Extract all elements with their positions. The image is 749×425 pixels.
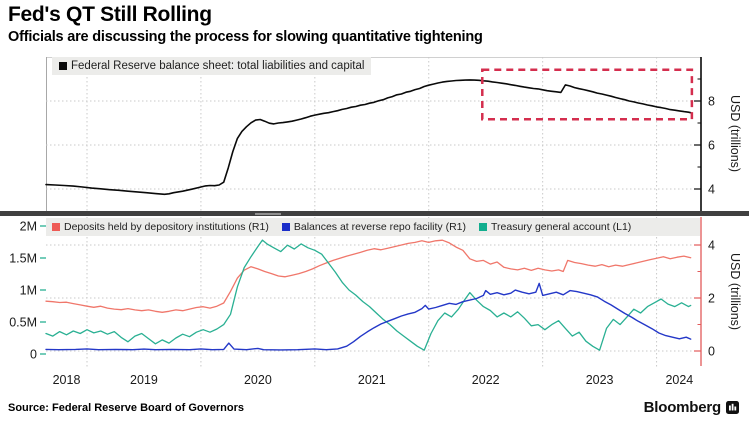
left-axis-tick-label: 0.5M [9,316,37,330]
series-line [45,239,692,351]
bottom-axis-tick-label: 2 [708,292,715,306]
series-line [45,239,692,313]
legend-label: Balances at reverse repo facility (R1) [293,221,467,233]
legend-label: Treasury general account (L1) [491,221,632,233]
panel-divider-grip[interactable] [255,212,281,215]
top-right-axis-title: USD (trillions) [728,95,742,173]
source-note: Source: Federal Reserve Board of Governo… [8,402,244,414]
top-axis-tick-label: 6 [708,139,715,153]
qt-highlight-box [481,68,694,121]
legend-swatch-red [52,223,60,231]
year-label: 2019 [130,373,158,387]
bottom-right-axis-title: USD (trillions) [728,253,742,331]
year-label: 2023 [586,373,614,387]
bottom-legend: Deposits held by depository institutions… [46,218,700,236]
series-line-fed-balance-sheet [45,79,692,196]
legend-item-fed-balance-sheet[interactable]: Federal Reserve balance sheet: total lia… [59,60,364,72]
year-label: 2024 [665,373,693,387]
panel-divider[interactable] [0,211,749,216]
bloomberg-logo: Bloomberg [644,399,739,416]
bloomberg-wordmark: Bloomberg [643,399,722,416]
bottom-axis-tick-label: 0 [708,345,715,359]
legend-item-treasury-account[interactable]: Treasury general account (L1) [479,221,631,233]
legend-label: Deposits held by depository institutions… [64,221,269,233]
bottom-axis-tick-label: 4 [708,239,715,253]
top-axis-tick-label: 8 [708,95,715,109]
bloomberg-terminal-icon [726,401,739,414]
legend-item-deposits[interactable]: Deposits held by depository institutions… [52,221,269,233]
left-axis-tick-label: 2M [20,220,37,234]
page-subtitle: Officials are discussing the process for… [8,29,483,45]
series-line [45,282,692,351]
year-label: 2022 [472,373,500,387]
left-axis-tick-label: 1M [20,284,37,298]
top-legend: Federal Reserve balance sheet: total lia… [52,57,372,75]
legend-swatch-black [59,62,67,70]
legend-label: Federal Reserve balance sheet: total lia… [71,60,365,72]
legend-swatch-teal [479,223,488,231]
legend-swatch-blue [281,223,290,231]
left-axis-tick-label: 1.5M [9,252,37,266]
year-label: 2021 [358,373,386,387]
page-title: Fed's QT Still Rolling [8,3,212,26]
top-axis-tick-label: 4 [708,183,715,197]
year-label: 2020 [244,373,272,387]
left-axis-tick-label: 0 [30,348,37,362]
year-label: 2018 [53,373,81,387]
legend-item-reverse-repo[interactable]: Balances at reverse repo facility (R1) [281,221,467,233]
